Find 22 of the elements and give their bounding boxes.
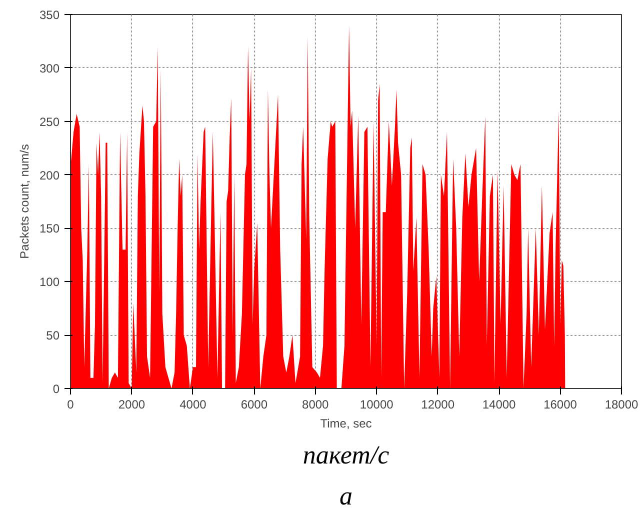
x-tick-label: 8000 (302, 398, 330, 412)
x-tick-label: 12000 (421, 398, 455, 412)
y-tick-label: 150 (39, 222, 60, 236)
y-tick-label: 0 (52, 382, 60, 396)
y-tick-label: 350 (39, 8, 60, 22)
text: пакет/с (302, 440, 390, 470)
x-tick-label: 2000 (118, 398, 146, 412)
x-tick-label: 14000 (482, 398, 516, 412)
x-tick-label: 0 (67, 398, 74, 412)
y-tick-label: 250 (39, 114, 60, 129)
y-tick-label: 100 (39, 275, 60, 290)
y-tick-label: 50 (46, 328, 60, 343)
x-tick-label: 4000 (180, 398, 207, 412)
x-axis-title: Time, sec (320, 416, 372, 430)
x-tick-label: 10000 (360, 398, 394, 412)
x-tick-label: 18000 (604, 398, 639, 412)
x-tick-label: 16000 (544, 398, 578, 412)
y-tick-label: 300 (39, 61, 60, 76)
y-tick-label: 200 (39, 168, 60, 182)
x-tick-label: 6000 (240, 398, 268, 412)
y-axis-title: Packets count, num/s (17, 144, 32, 259)
text: а (340, 482, 352, 510)
